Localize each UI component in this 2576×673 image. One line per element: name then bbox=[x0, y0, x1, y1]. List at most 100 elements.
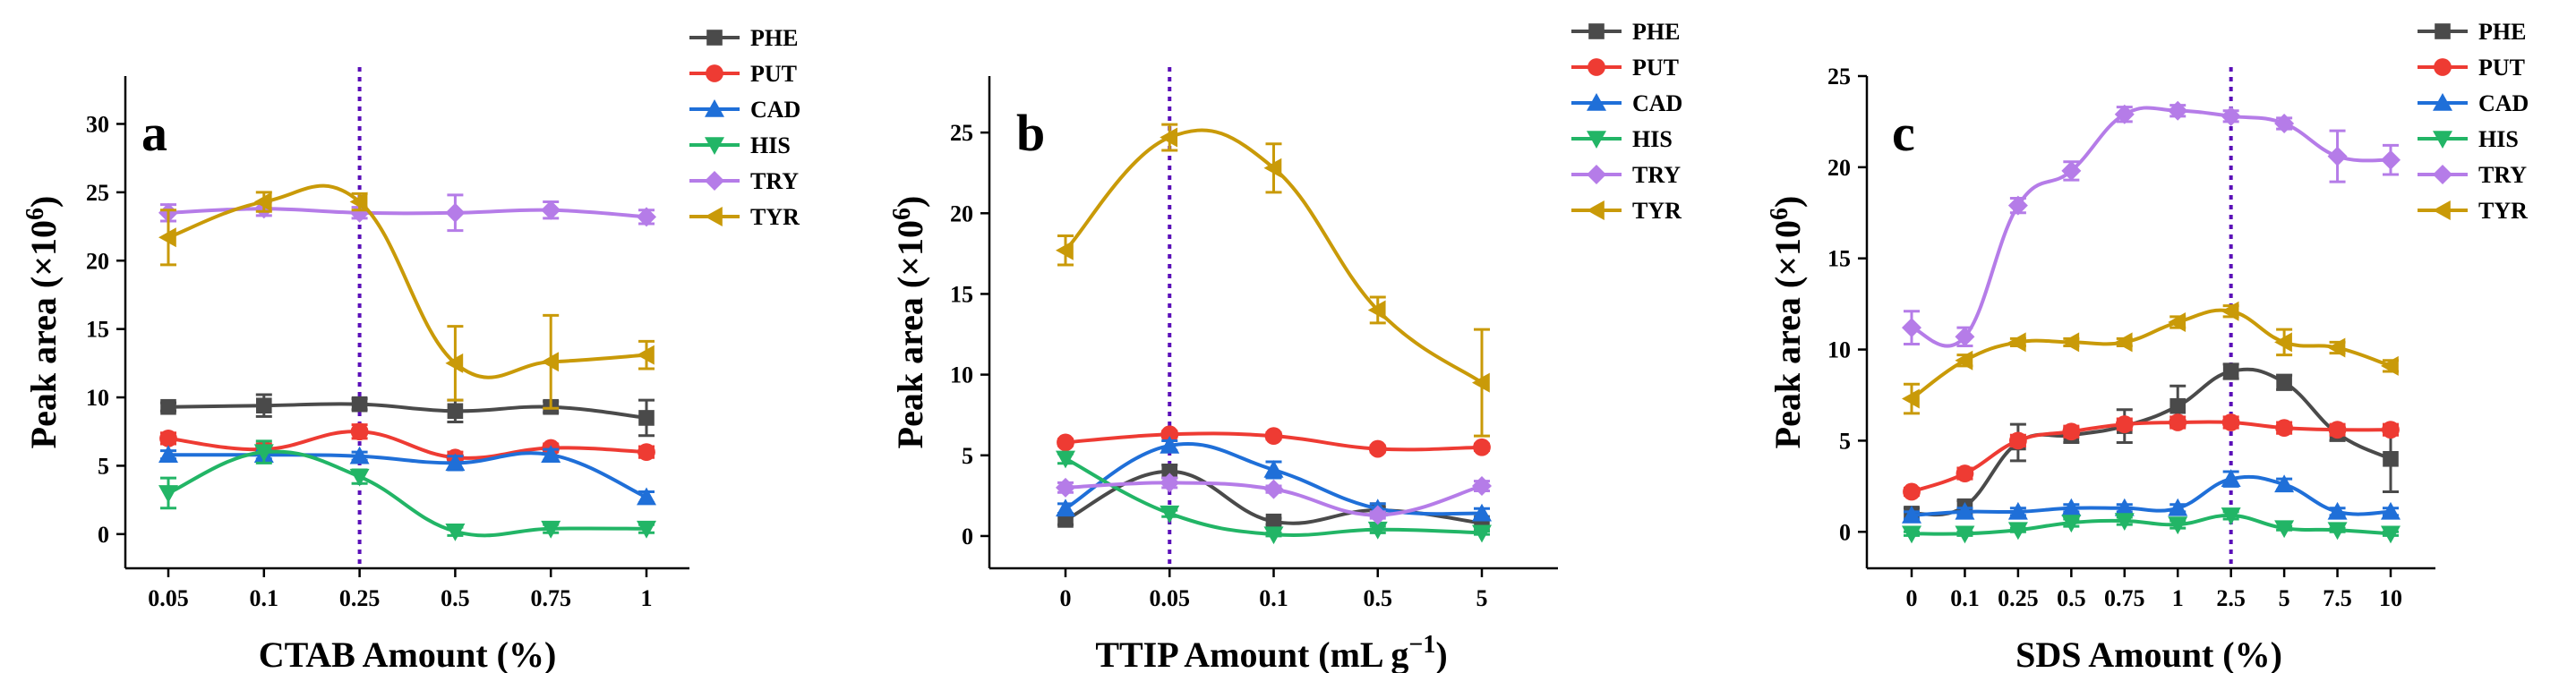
data-point bbox=[2381, 355, 2399, 376]
y-tick-label: 30 bbox=[86, 111, 109, 137]
series-cad bbox=[158, 445, 656, 506]
data-point bbox=[2276, 374, 2292, 391]
series-line bbox=[167, 207, 647, 219]
y-tick-label: 10 bbox=[950, 362, 973, 388]
data-point bbox=[2007, 195, 2028, 216]
y-axis-title-exponent: 6 bbox=[1766, 208, 1793, 220]
legend-marker bbox=[2433, 93, 2452, 111]
data-point bbox=[637, 345, 655, 365]
data-point bbox=[2169, 397, 2187, 414]
x-tick-label: 0.25 bbox=[339, 585, 381, 611]
data-point bbox=[158, 227, 176, 248]
data-point bbox=[2221, 413, 2240, 431]
legend-label: TYR bbox=[1632, 198, 1682, 224]
series-line bbox=[167, 402, 647, 420]
panel-b-chart: 0 5 10 15 20 25 0 0.05 0.1 0.5 5 b TTIP Amount (mL g… bbox=[888, 19, 1682, 673]
x-tick-label: 0.1 bbox=[250, 585, 279, 611]
y-tick-label: 20 bbox=[1827, 155, 1851, 181]
data-point bbox=[637, 520, 656, 539]
x-tick-label: 10 bbox=[2379, 585, 2402, 611]
data-point bbox=[541, 200, 561, 220]
data-point bbox=[1160, 425, 1179, 444]
series-his bbox=[158, 439, 656, 541]
series-his bbox=[1056, 450, 1492, 545]
legend-marker bbox=[1587, 93, 1606, 111]
data-point bbox=[1472, 476, 1492, 497]
data-point bbox=[349, 468, 370, 487]
data-point bbox=[2327, 337, 2346, 358]
data-point bbox=[256, 397, 272, 413]
y-tick-label: 25 bbox=[86, 180, 109, 206]
legend-marker bbox=[1587, 200, 1605, 220]
data-point bbox=[2007, 501, 2028, 520]
x-tick-label: 0.1 bbox=[1950, 585, 1980, 611]
data-point bbox=[2061, 160, 2082, 181]
y-tick-label: 0 bbox=[962, 524, 973, 549]
series-line bbox=[1911, 474, 2392, 517]
data-point bbox=[2328, 421, 2347, 439]
legend-label: TRY bbox=[750, 168, 799, 194]
y-axis-title: Peak area (×106) bbox=[21, 196, 64, 449]
data-point bbox=[2168, 100, 2188, 121]
legend-label: PHE bbox=[1632, 19, 1680, 45]
series-phe bbox=[160, 393, 655, 438]
x-tick-label: 5 bbox=[2279, 585, 2290, 611]
legend-label: PHE bbox=[750, 25, 798, 51]
series-put bbox=[1903, 413, 2400, 501]
data-point bbox=[2274, 474, 2295, 493]
x-axis-title: SDS Amount (%) bbox=[2015, 635, 2282, 673]
data-point bbox=[2327, 501, 2348, 520]
y-tick-label: 5 bbox=[98, 453, 109, 479]
data-point bbox=[1902, 525, 1921, 544]
data-point bbox=[2007, 332, 2026, 353]
x-tick-label: 0.25 bbox=[1998, 585, 2039, 611]
x-tick-label: 0.5 bbox=[1364, 585, 1393, 611]
data-point bbox=[2327, 522, 2348, 541]
series-try bbox=[158, 193, 656, 233]
data-point bbox=[2274, 332, 2292, 353]
legend: PHE PUT CAD HIS TRY TYR bbox=[689, 25, 800, 230]
data-point bbox=[2382, 421, 2400, 439]
y-axis-title-close: ) bbox=[1767, 196, 1808, 208]
x-tick-label: 0 bbox=[1060, 585, 1072, 611]
legend-label: TYR bbox=[750, 204, 800, 230]
data-point bbox=[1472, 503, 1492, 522]
y-tick-label: 15 bbox=[1827, 246, 1851, 272]
data-point bbox=[1160, 473, 1180, 493]
legend-label: PUT bbox=[1632, 55, 1679, 81]
data-point bbox=[2274, 113, 2295, 133]
legend-label: HIS bbox=[750, 132, 791, 158]
series-phe bbox=[1904, 362, 2399, 522]
x-tick-label: 0.05 bbox=[148, 585, 189, 611]
legend-label: PUT bbox=[750, 61, 797, 87]
legend-label: TRY bbox=[2478, 162, 2527, 188]
data-point bbox=[1263, 158, 1282, 178]
legend-marker bbox=[2433, 131, 2452, 149]
data-point bbox=[160, 398, 176, 415]
data-point bbox=[2383, 450, 2399, 467]
y-tick-label: 20 bbox=[950, 200, 973, 226]
y-tick-label: 15 bbox=[86, 317, 109, 343]
y-tick-label: 25 bbox=[1827, 64, 1851, 89]
series-his bbox=[1902, 507, 2401, 544]
series-line bbox=[1910, 308, 2392, 401]
legend-marker bbox=[1587, 165, 1606, 184]
x-axis-title-main: TTIP Amount (mL g bbox=[1095, 635, 1408, 673]
x-axis-title-exponent: −1 bbox=[1408, 631, 1435, 659]
y-axis-title-main: Peak area (×10 bbox=[1767, 220, 1808, 448]
data-point bbox=[1263, 526, 1284, 545]
data-point bbox=[1367, 300, 1386, 320]
panel-letter: b bbox=[1016, 104, 1045, 162]
data-point bbox=[1902, 388, 1920, 409]
data-point bbox=[2007, 522, 2028, 541]
data-point bbox=[2327, 146, 2348, 166]
data-point bbox=[1057, 433, 1074, 452]
data-point bbox=[541, 445, 561, 463]
data-point bbox=[1160, 127, 1178, 148]
legend-marker bbox=[1588, 58, 1605, 76]
data-point bbox=[2168, 498, 2188, 516]
legend-marker bbox=[705, 137, 724, 155]
data-point bbox=[1160, 505, 1180, 524]
legend-label: TYR bbox=[2478, 198, 2528, 224]
